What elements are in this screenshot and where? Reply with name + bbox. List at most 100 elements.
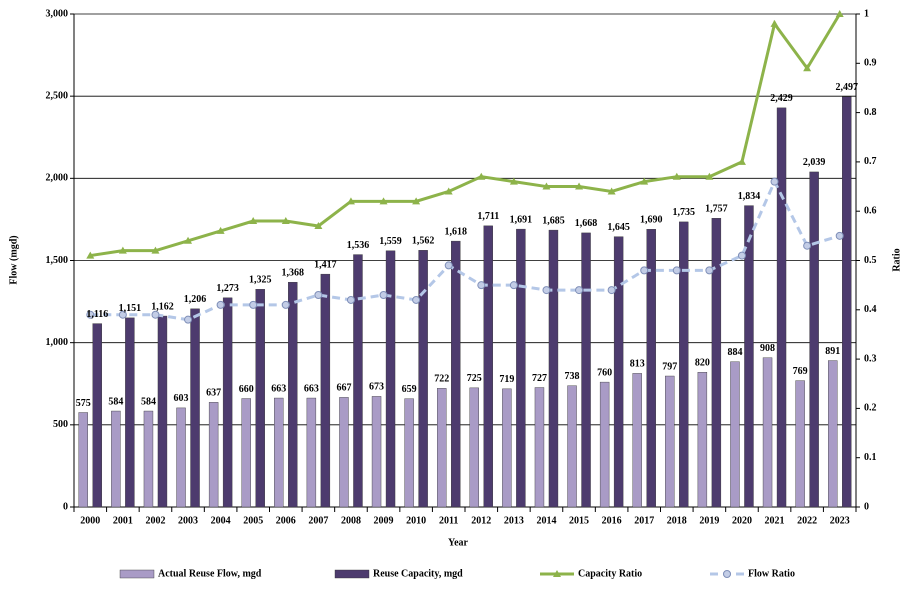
y2-tick-label: 0.6 xyxy=(864,205,877,216)
data-label: 1,618 xyxy=(444,226,467,237)
y-tick-label: 0 xyxy=(63,501,68,512)
marker xyxy=(379,291,388,300)
y2-tick-label: 0.1 xyxy=(864,452,877,463)
bar xyxy=(516,228,526,508)
marker xyxy=(835,10,844,17)
bar xyxy=(241,398,251,508)
y-axis-label: Flow (mgd) xyxy=(8,235,19,284)
data-label: 722 xyxy=(434,374,449,385)
marker xyxy=(705,266,714,275)
marker xyxy=(346,197,355,205)
bar xyxy=(157,315,168,508)
data-label: 2,429 xyxy=(770,93,793,104)
marker xyxy=(803,241,812,250)
marker xyxy=(379,197,388,205)
bar xyxy=(306,397,317,508)
marker xyxy=(607,286,616,295)
data-label: 725 xyxy=(467,373,482,384)
marker xyxy=(184,315,193,324)
data-label: 727 xyxy=(532,373,547,384)
marker xyxy=(835,231,844,240)
x-axis-label: Year xyxy=(448,537,469,548)
bar xyxy=(320,273,331,508)
data-label: 760 xyxy=(597,367,612,378)
marker xyxy=(477,281,486,290)
x-tick-label: 2017 xyxy=(634,515,654,526)
marker xyxy=(249,217,258,225)
marker xyxy=(412,197,421,205)
data-label: 738 xyxy=(565,371,580,382)
marker xyxy=(151,246,160,254)
data-label: 1,690 xyxy=(640,215,663,226)
x-tick-label: 2013 xyxy=(504,515,524,526)
y2-tick-label: 0.2 xyxy=(864,403,877,414)
bar xyxy=(339,397,349,508)
data-label: 884 xyxy=(727,347,742,358)
x-tick-label: 2022 xyxy=(797,515,817,526)
bar xyxy=(795,380,805,508)
marker xyxy=(216,300,225,309)
y2-tick-label: 0.3 xyxy=(864,353,877,364)
bar xyxy=(92,323,102,508)
y-tick-label: 2,000 xyxy=(46,173,69,184)
data-label: 1,834 xyxy=(738,191,761,202)
bar xyxy=(255,289,265,508)
data-label: 1,206 xyxy=(184,294,207,305)
x-tick-label: 2014 xyxy=(536,515,556,526)
x-tick-label: 2021 xyxy=(765,515,785,526)
legend-label: Capacity Ratio xyxy=(578,568,642,579)
data-label: 2,039 xyxy=(803,157,826,168)
y-tick-label: 2,500 xyxy=(46,90,69,101)
data-label: 1,757 xyxy=(705,204,728,215)
legend-marker xyxy=(553,570,561,577)
bar xyxy=(483,225,493,508)
y2-tick-label: 0.4 xyxy=(864,304,877,315)
data-label: 891 xyxy=(825,346,840,357)
x-tick-label: 2002 xyxy=(145,515,165,526)
data-label: 1,711 xyxy=(477,211,499,222)
marker xyxy=(509,177,518,185)
legend-swatch xyxy=(119,569,155,579)
x-tick-label: 2019 xyxy=(699,515,719,526)
marker xyxy=(705,172,714,180)
marker xyxy=(575,286,584,295)
bar xyxy=(548,229,559,508)
bar xyxy=(371,396,382,508)
bar xyxy=(78,412,88,508)
bar xyxy=(418,250,428,508)
legend-swatch xyxy=(334,569,370,579)
marker xyxy=(118,246,127,254)
data-label: 659 xyxy=(402,384,417,395)
bar xyxy=(711,218,722,508)
x-tick-label: 2011 xyxy=(439,515,458,526)
marker xyxy=(216,226,225,234)
data-label: 908 xyxy=(760,343,775,354)
bar xyxy=(451,240,461,508)
x-tick-label: 2006 xyxy=(276,515,296,526)
bar xyxy=(222,297,233,508)
x-tick-label: 2016 xyxy=(602,515,622,526)
bar xyxy=(404,398,414,508)
x-tick-label: 2004 xyxy=(211,515,231,526)
data-label: 1,562 xyxy=(412,236,435,247)
line xyxy=(90,178,841,322)
marker xyxy=(542,182,551,190)
marker xyxy=(803,64,812,72)
data-label: 673 xyxy=(369,382,384,393)
data-label: 667 xyxy=(336,383,351,394)
data-label: 820 xyxy=(695,358,710,369)
marker xyxy=(314,291,323,300)
data-label: 584 xyxy=(108,396,123,407)
marker xyxy=(737,251,746,260)
marker xyxy=(607,187,616,195)
bar xyxy=(274,397,284,508)
marker xyxy=(672,266,681,275)
bar xyxy=(469,387,479,508)
data-label: 575 xyxy=(76,398,91,409)
x-tick-label: 2018 xyxy=(667,515,687,526)
bar xyxy=(762,357,773,508)
marker xyxy=(672,172,681,180)
data-label: 1,417 xyxy=(314,259,337,270)
bar xyxy=(288,281,298,508)
